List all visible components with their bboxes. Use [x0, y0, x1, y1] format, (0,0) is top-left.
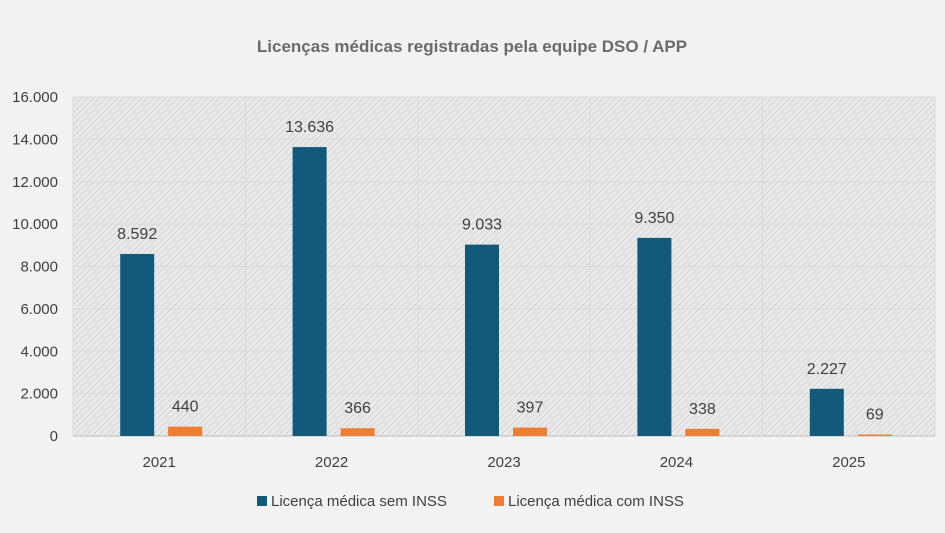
legend-swatch — [257, 496, 267, 506]
y-tick-label: 0 — [50, 428, 58, 445]
data-label: 9.033 — [462, 217, 502, 234]
data-label: 9.350 — [634, 210, 674, 227]
bar-sem-inss-2023 — [465, 244, 499, 436]
data-label: 8.592 — [117, 226, 157, 243]
bar-sem-inss-2025 — [809, 388, 844, 436]
data-labels: 8.592 440 13.636 366 9.033 397 9.350 338 2.227 69 — [117, 119, 884, 423]
y-tick-label: 16.000 — [12, 89, 58, 106]
x-tick-label: 2021 — [143, 454, 176, 471]
y-tick-label: 2.000 — [20, 386, 58, 403]
bar-sem-inss-2021 — [120, 253, 155, 436]
x-tick-label: 2025 — [832, 454, 865, 471]
bars — [120, 147, 892, 436]
bar-com-inss-2021 — [168, 426, 203, 436]
bar-com-inss-2024 — [685, 428, 720, 436]
data-label: 338 — [689, 401, 716, 418]
x-axis-ticks: 2021 2022 2023 2024 2025 — [143, 454, 866, 471]
data-label: 13.636 — [285, 119, 334, 136]
bar-com-inss-2025 — [857, 434, 892, 436]
y-tick-label: 14.000 — [12, 131, 58, 148]
x-tick-label: 2022 — [315, 454, 348, 471]
bar-sem-inss-2022 — [292, 147, 327, 436]
y-tick-label: 10.000 — [12, 216, 58, 233]
chart-title: Licenças médicas registradas pela equipe… — [257, 37, 687, 56]
legend: Licença médica sem INSS Licença médica co… — [257, 493, 684, 510]
bar-sem-inss-2024 — [637, 237, 672, 436]
data-label: 2.227 — [807, 361, 847, 378]
x-tick-label: 2023 — [487, 454, 520, 471]
bar-com-inss-2022 — [340, 428, 375, 436]
legend-swatch — [494, 496, 504, 506]
gridlines — [72, 96, 936, 437]
y-tick-label: 12.000 — [12, 174, 58, 191]
data-label: 69 — [866, 407, 884, 424]
y-tick-label: 4.000 — [20, 343, 58, 360]
y-tick-label: 6.000 — [20, 301, 58, 318]
y-axis-ticks: 0 2.000 4.000 6.000 8.000 10.000 12.000 14.000 1… — [12, 89, 58, 445]
data-label: 397 — [517, 400, 544, 417]
x-tick-label: 2024 — [660, 454, 693, 471]
bar-com-inss-2023 — [513, 427, 547, 436]
y-tick-label: 8.000 — [20, 259, 58, 276]
legend-label: Licença médica com INSS — [508, 493, 684, 510]
legend-label: Licença médica sem INSS — [271, 493, 447, 510]
data-label: 440 — [172, 399, 199, 416]
data-label: 366 — [344, 400, 371, 417]
